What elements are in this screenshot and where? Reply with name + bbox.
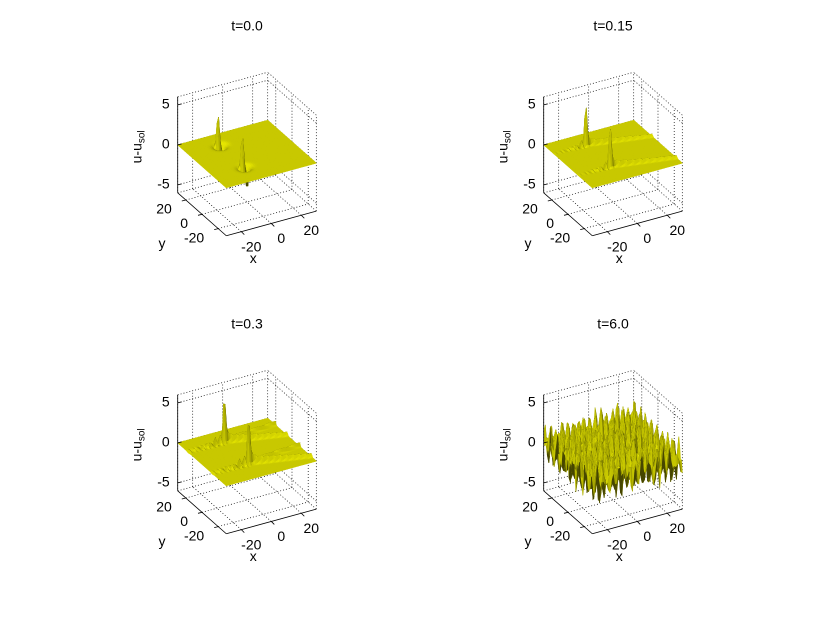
z-axis-label-sub: sol bbox=[136, 130, 147, 143]
surface bbox=[178, 117, 317, 188]
y-tick bbox=[182, 200, 186, 201]
x-tick bbox=[271, 223, 274, 226]
z-tick-label: 5 bbox=[162, 96, 170, 112]
z-tick-label: 0 bbox=[162, 136, 170, 152]
y-tick-label: 0 bbox=[180, 215, 188, 231]
x-tick bbox=[301, 215, 304, 218]
x-tick bbox=[241, 232, 244, 235]
surface-patch bbox=[225, 187, 228, 188]
y-tick bbox=[214, 229, 218, 230]
grid-line bbox=[202, 190, 292, 215]
y-tick-label: 20 bbox=[156, 201, 172, 217]
x-tick-label: 20 bbox=[304, 222, 320, 238]
z-tick bbox=[178, 104, 182, 105]
grid-line bbox=[568, 190, 658, 215]
z-tick bbox=[178, 184, 182, 185]
grid-line bbox=[218, 204, 308, 229]
z-axis-label-main: u-u bbox=[128, 143, 144, 163]
x-tick-label: 0 bbox=[277, 230, 285, 246]
y-tick-label: -20 bbox=[184, 229, 204, 245]
chart-title: t=0.0 bbox=[231, 18, 263, 34]
x-axis-label: x bbox=[250, 250, 257, 266]
grid-line bbox=[584, 204, 674, 229]
z-axis-label: u-usol bbox=[128, 130, 147, 163]
y-axis-label: y bbox=[159, 235, 166, 251]
z-tick-label: -5 bbox=[157, 176, 170, 192]
surface bbox=[544, 108, 683, 188]
y-tick bbox=[198, 214, 202, 215]
